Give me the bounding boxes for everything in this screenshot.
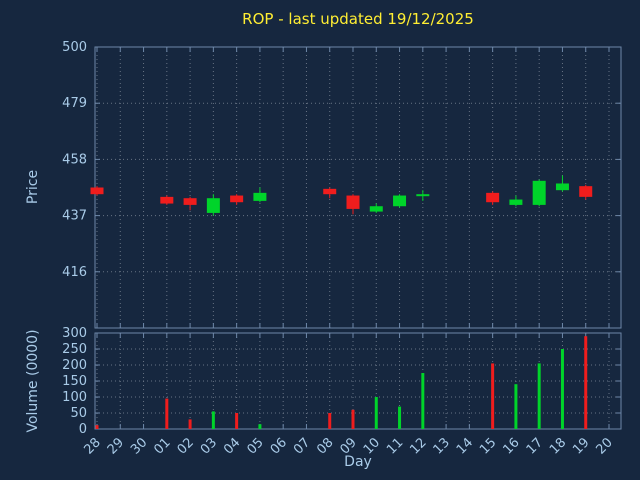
volume-tick-label: 300 <box>62 326 87 341</box>
volume-bar <box>235 413 239 429</box>
day-tick-label: 19 <box>570 435 592 457</box>
price-tick-label: 416 <box>62 265 87 280</box>
day-tick-label: 18 <box>547 435 569 457</box>
axis-ticks <box>95 46 621 430</box>
gridlines <box>95 47 621 429</box>
volume-bar <box>514 384 518 429</box>
day-tick-label: 07 <box>291 435 313 457</box>
volume-tick-label: 250 <box>62 342 87 357</box>
day-tick-label: 09 <box>338 435 360 457</box>
volume-bar <box>188 419 192 429</box>
day-tick-label: 08 <box>314 435 336 457</box>
volume-bar <box>584 336 588 429</box>
price-tick-label: 500 <box>62 40 87 55</box>
volume-bar <box>165 398 169 429</box>
day-axis-label: Day <box>344 454 372 470</box>
candle-body <box>206 198 220 213</box>
volume-bar <box>560 349 564 429</box>
volume-bars <box>95 336 588 429</box>
volume-bar <box>95 425 99 429</box>
day-tick-label: 14 <box>454 435 476 457</box>
volume-tick-label: 200 <box>62 358 87 373</box>
volume-bar <box>374 397 378 429</box>
plot-borders <box>94 46 622 430</box>
day-tick-label: 15 <box>477 435 499 457</box>
day-tick-label: 17 <box>524 435 546 457</box>
candle-body <box>509 199 523 205</box>
candle-body <box>369 206 383 212</box>
day-tick-label: 10 <box>361 435 383 457</box>
volume-bar <box>491 363 495 429</box>
volume-bar <box>398 406 402 429</box>
candle-body <box>532 180 546 205</box>
day-tick-label: 01 <box>151 435 173 457</box>
candle-body <box>183 198 197 205</box>
price-tick-label: 458 <box>62 152 87 167</box>
day-tick-label: 02 <box>175 435 197 457</box>
day-tick-label: 29 <box>105 435 127 457</box>
volume-tick-label: 50 <box>70 406 87 421</box>
volume-bar <box>421 373 425 429</box>
volume-bar <box>328 413 332 429</box>
volume-tick-label: 150 <box>62 374 87 389</box>
day-tick-label: 30 <box>128 435 150 457</box>
volume-bar <box>537 363 541 429</box>
day-tick-label: 11 <box>384 435 406 457</box>
volume-tick-label: 100 <box>62 390 87 405</box>
day-tick-label: 12 <box>407 435 429 457</box>
candle-body <box>579 186 593 197</box>
day-tick-label: 03 <box>198 435 220 457</box>
price-tick-label: 437 <box>62 209 87 224</box>
volume-bar <box>258 424 262 429</box>
candle-body <box>90 187 104 195</box>
day-tick-label: 13 <box>431 435 453 457</box>
volume-bar <box>211 411 215 429</box>
day-tick-label: 05 <box>244 435 266 457</box>
candles <box>90 175 593 216</box>
price-tick-label: 479 <box>62 96 87 111</box>
day-tick-label: 04 <box>221 435 243 457</box>
candle-body <box>160 196 174 204</box>
day-tick-label: 20 <box>594 435 616 457</box>
day-tick-label: 06 <box>268 435 290 457</box>
day-tick-label: 28 <box>82 435 104 457</box>
candle-body <box>486 192 500 203</box>
volume-tick-label: 0 <box>79 422 87 437</box>
candle-body <box>393 195 407 207</box>
volume-bar <box>351 409 355 429</box>
candle-body <box>323 188 337 195</box>
candle-body <box>555 183 569 191</box>
candle-body <box>346 195 360 209</box>
candle-body <box>253 192 267 201</box>
candle-body <box>230 195 244 203</box>
chart-title: ROP - last updated 19/12/2025 <box>242 10 474 28</box>
day-tick-label: 16 <box>500 435 522 457</box>
candle-body <box>416 194 430 197</box>
